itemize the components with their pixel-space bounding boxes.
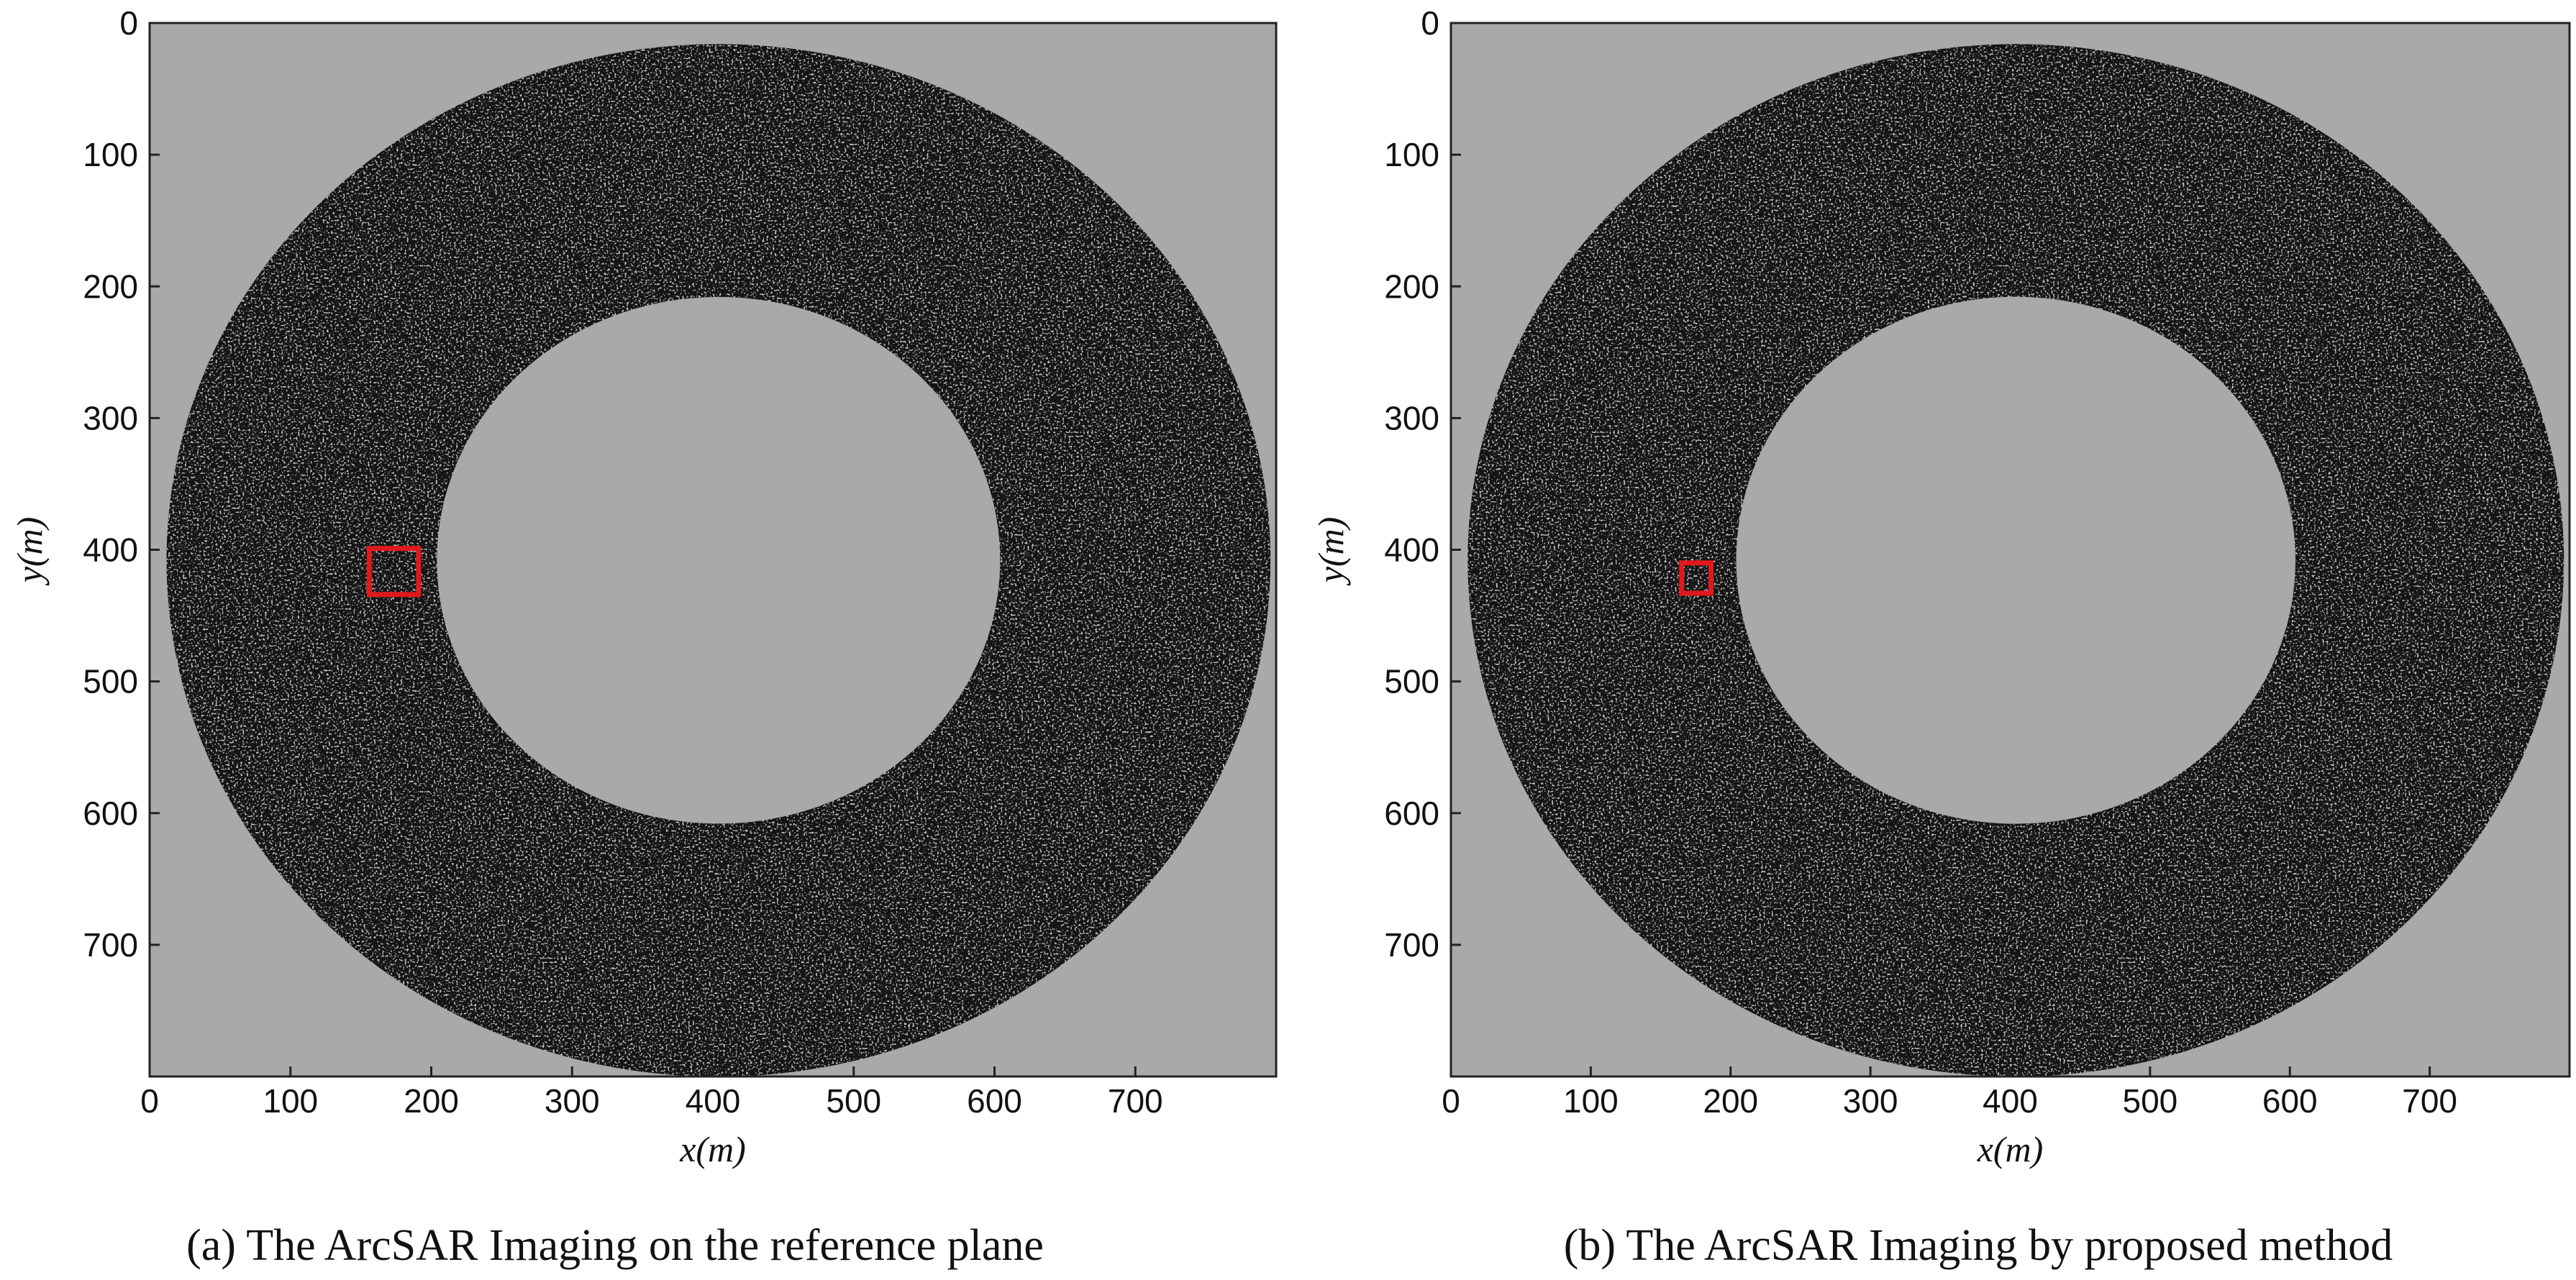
- y-tick-label: 0: [1421, 4, 1439, 42]
- x-tick-label: 500: [826, 1082, 881, 1120]
- y-axis-label: y(m): [9, 517, 50, 587]
- x-axis-label: x(m): [1977, 1129, 2044, 1169]
- x-tick-label: 400: [1983, 1082, 2038, 1120]
- x-tick-label: 700: [1108, 1082, 1163, 1120]
- x-tick-label: 600: [967, 1082, 1022, 1120]
- x-tick-label: 200: [1703, 1082, 1758, 1120]
- y-tick-label: 700: [1384, 926, 1439, 964]
- x-tick-label: 500: [2123, 1082, 2178, 1120]
- x-tick-label: 200: [404, 1082, 459, 1120]
- x-tick-label: 100: [1563, 1082, 1619, 1120]
- y-tick-label: 500: [83, 663, 138, 700]
- panel: 0 100 200 300 400 500 600 700 0 100 200 300 400 500 60…: [9, 4, 1278, 1270]
- caption: (a) The ArcSAR Imaging on the reference …: [186, 1221, 1044, 1270]
- y-tick-label: 600: [1384, 795, 1439, 832]
- x-tick-label: 0: [140, 1082, 159, 1120]
- highlight-box: [1679, 560, 1714, 596]
- y-tick-label: 100: [83, 136, 138, 173]
- caption: (b) The ArcSAR Imaging by proposed metho…: [1564, 1221, 2393, 1270]
- y-tick-label: 400: [83, 531, 138, 569]
- panel: 0 100 200 300 400 500 600 700 0 100 200 300 400 500 60…: [1311, 4, 2571, 1270]
- y-axis-label: y(m): [1311, 517, 1351, 587]
- x-tick-label: 300: [545, 1082, 600, 1120]
- y-tick-label: 700: [83, 926, 138, 964]
- y-tick-label: 500: [1384, 663, 1439, 700]
- x-tick-label: 0: [1442, 1082, 1460, 1120]
- y-tick-label: 300: [1384, 399, 1439, 436]
- y-tick-label: 400: [1384, 531, 1439, 569]
- highlight-box: [366, 546, 422, 598]
- x-axis-label: x(m): [679, 1129, 746, 1169]
- y-tick-label: 600: [83, 795, 138, 832]
- y-tick-label: 300: [83, 399, 138, 436]
- y-tick-label: 100: [1384, 136, 1439, 173]
- y-tick-label: 200: [1384, 268, 1439, 305]
- x-tick-label: 300: [1843, 1082, 1898, 1120]
- y-tick-label: 0: [119, 4, 138, 42]
- y-tick-label: 200: [83, 268, 138, 305]
- x-tick-label: 100: [263, 1082, 318, 1120]
- x-tick-label: 400: [686, 1082, 741, 1120]
- x-tick-label: 600: [2262, 1082, 2318, 1120]
- x-tick-label: 700: [2402, 1082, 2457, 1120]
